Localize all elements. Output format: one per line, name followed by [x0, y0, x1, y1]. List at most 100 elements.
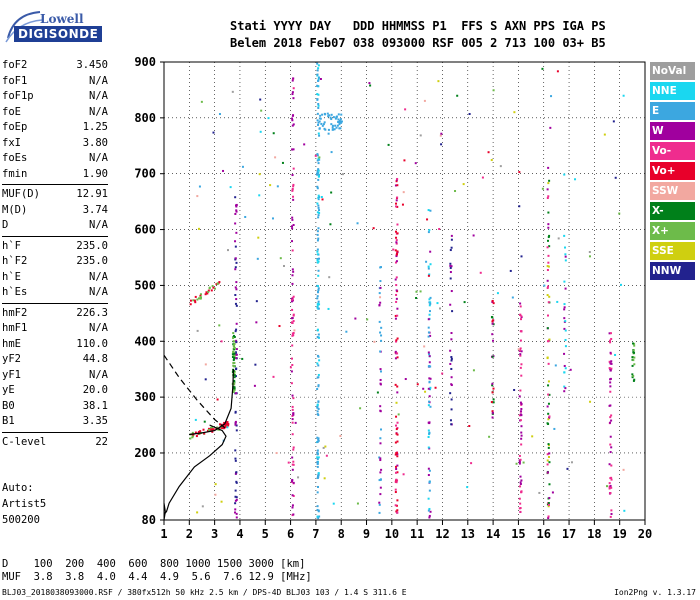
echo-point — [317, 260, 320, 263]
logo-company: Lowell — [40, 12, 84, 26]
echo-point — [291, 119, 294, 122]
note-line: Artist5 — [2, 498, 47, 510]
echo-point — [608, 332, 611, 335]
echo-point — [290, 370, 293, 373]
param-value: N/A — [89, 286, 108, 298]
echo-point — [608, 367, 611, 370]
echo-point — [490, 315, 493, 318]
trace-point — [233, 372, 236, 375]
echo-point — [292, 334, 295, 337]
echo-point — [396, 464, 399, 467]
echo-point — [318, 120, 321, 123]
echo-point — [320, 122, 323, 125]
echo-point — [491, 299, 494, 302]
x-tick-label: 20 — [638, 527, 652, 541]
echo-point — [317, 376, 320, 379]
echo-point — [395, 401, 398, 404]
echo-point — [522, 461, 525, 464]
echo-point — [563, 303, 566, 306]
echo-point — [278, 325, 281, 328]
echo-point — [428, 480, 431, 483]
echo-point — [303, 143, 306, 146]
echo-point — [322, 123, 325, 126]
echo-point — [520, 374, 523, 377]
echo-point — [491, 384, 494, 387]
echo-point — [316, 451, 319, 454]
echo-point — [321, 198, 324, 201]
param-row: hmF1 N/A — [2, 321, 108, 337]
echo-point — [396, 232, 399, 235]
echo-point — [330, 118, 333, 121]
param-row: foF1 N/A — [2, 74, 108, 90]
echo-point — [379, 459, 382, 462]
param-name: MUF(D) — [2, 188, 40, 200]
echo-point — [259, 98, 262, 101]
echo-point — [632, 342, 635, 345]
echo-point — [622, 94, 625, 97]
echo-point — [291, 117, 294, 120]
param-value: 1.25 — [82, 121, 108, 133]
echo-point — [610, 419, 613, 422]
x-tick-label: 3 — [211, 527, 218, 541]
echo-point — [546, 356, 549, 359]
echo-point — [234, 502, 237, 505]
echo-point — [317, 216, 320, 219]
echo-point — [255, 321, 258, 324]
echo-point — [547, 254, 550, 257]
echo-point — [548, 452, 551, 455]
echo-point — [292, 114, 295, 117]
echo-point — [214, 493, 217, 496]
echo-point — [610, 367, 613, 370]
echo-point — [317, 407, 320, 410]
echo-point — [564, 246, 567, 249]
trace-point — [198, 431, 201, 434]
echo-point — [468, 424, 471, 427]
trace-point — [206, 292, 209, 295]
echo-point — [518, 497, 521, 500]
echo-point — [450, 376, 453, 379]
trace-point — [194, 431, 197, 434]
echo-point — [488, 435, 491, 438]
echo-point — [291, 227, 294, 230]
echo-point — [392, 248, 395, 251]
echo-point — [322, 446, 325, 449]
echo-point — [317, 237, 320, 240]
echo-point — [518, 205, 521, 208]
echo-point — [323, 121, 326, 124]
trace-point — [226, 421, 229, 424]
echo-point — [354, 317, 357, 320]
trace-point — [232, 340, 235, 343]
echo-point — [633, 344, 636, 347]
echo-point — [519, 401, 522, 404]
echo-point — [340, 113, 343, 116]
echo-point — [380, 326, 383, 329]
echo-point — [318, 303, 321, 306]
note-line: 500200 — [2, 514, 40, 526]
echo-point — [378, 501, 381, 504]
echo-point — [283, 264, 285, 267]
echo-point — [491, 410, 494, 413]
echo-point — [291, 189, 294, 192]
echo-point — [316, 491, 319, 494]
echo-point — [316, 462, 319, 465]
echo-point — [292, 463, 295, 466]
echo-point — [450, 332, 453, 335]
echo-point — [318, 195, 321, 198]
param-row: foE N/A — [2, 105, 108, 121]
echo-point — [395, 260, 398, 263]
echo-point — [491, 411, 494, 414]
echo-point — [234, 495, 237, 498]
echo-point — [563, 327, 566, 330]
param-value: N/A — [89, 152, 108, 164]
trace-point — [231, 353, 234, 356]
echo-point — [234, 420, 237, 423]
echo-point — [341, 173, 344, 176]
echo-point — [519, 318, 522, 321]
echo-point — [290, 225, 293, 228]
echo-point — [563, 308, 566, 311]
echo-point — [395, 242, 398, 245]
echo-point — [316, 159, 319, 162]
profile-base — [163, 503, 166, 521]
echo-point — [316, 248, 319, 251]
trace-point — [192, 299, 195, 302]
